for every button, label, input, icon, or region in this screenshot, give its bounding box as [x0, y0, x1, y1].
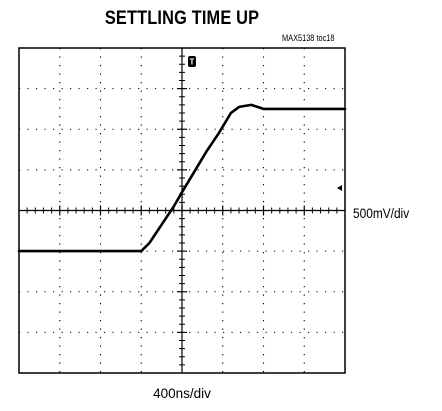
- ground-level-arrow-icon: [337, 185, 342, 191]
- figure-id: MAX5138 toc18: [282, 33, 335, 43]
- trigger-marker-label: T: [190, 58, 195, 67]
- chart-title: SETTLING TIME UP: [104, 8, 260, 29]
- horizontal-scale-label: 400ns/div: [153, 386, 211, 401]
- waveform-trace: [17, 103, 347, 253]
- center-axes: [19, 48, 345, 373]
- vertical-scale-label: 500mV/div: [353, 206, 410, 221]
- trigger-marker-icon: T: [188, 56, 196, 67]
